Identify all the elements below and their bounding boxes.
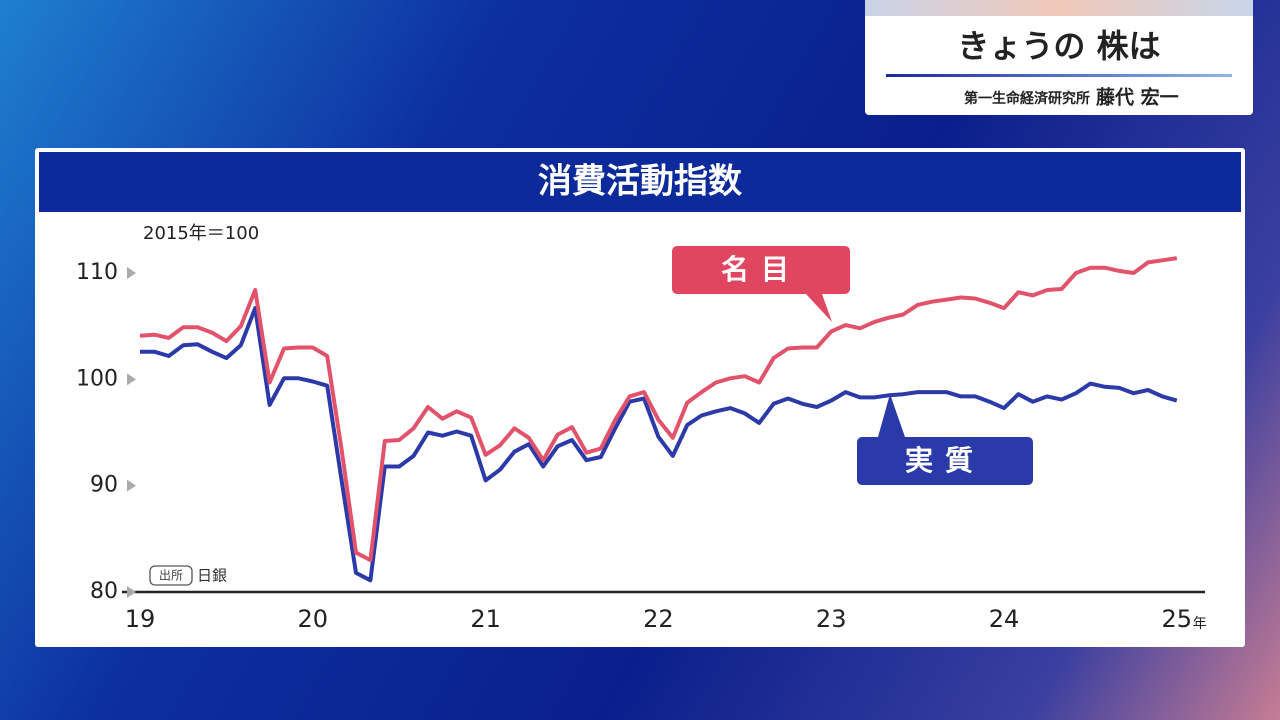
header-strip — [865, 0, 1253, 16]
callout-nominal — [672, 246, 850, 322]
x-tick-label: 24 — [989, 605, 1020, 633]
header-rule — [886, 74, 1232, 77]
x-tick-label: 19 — [125, 605, 156, 633]
x-tick-label: 20 — [298, 605, 329, 633]
y-tick-marker — [127, 267, 136, 280]
header-affiliation: 第一生命経済研究所 — [964, 90, 1090, 107]
source-tag: 出所 — [159, 569, 183, 583]
series-line — [140, 306, 1178, 583]
y-tick-marker — [127, 586, 136, 598]
chart-title: 消費活動指数 — [538, 162, 742, 202]
series-line — [139, 256, 1178, 563]
y-tick-label: 110 — [76, 260, 118, 285]
x-tick-label: 23 — [816, 605, 847, 633]
callout-real — [857, 394, 1033, 485]
x-tick-label: 25 — [1162, 605, 1193, 633]
y-note: 2015年＝100 — [143, 223, 259, 244]
y-tick-label: 90 — [90, 473, 118, 498]
y-tick-marker — [127, 373, 136, 386]
x-unit: 年 — [1193, 616, 1207, 632]
series-label: 実質 — [905, 444, 985, 477]
header-name: 藤代 宏一 — [1096, 86, 1179, 109]
x-tick-label: 21 — [470, 605, 501, 633]
y-tick-marker — [127, 479, 136, 492]
header-box — [865, 0, 1253, 115]
source: 日銀 — [197, 567, 227, 585]
y-tick-label: 80 — [90, 579, 118, 604]
series-label: 名目 — [721, 253, 801, 286]
source-tag-box — [149, 565, 193, 586]
y-tick-label: 100 — [76, 366, 118, 391]
chart-title-bar — [39, 152, 1241, 212]
header-title: きょうの 株は — [957, 27, 1160, 65]
x-tick-label: 22 — [643, 605, 674, 633]
